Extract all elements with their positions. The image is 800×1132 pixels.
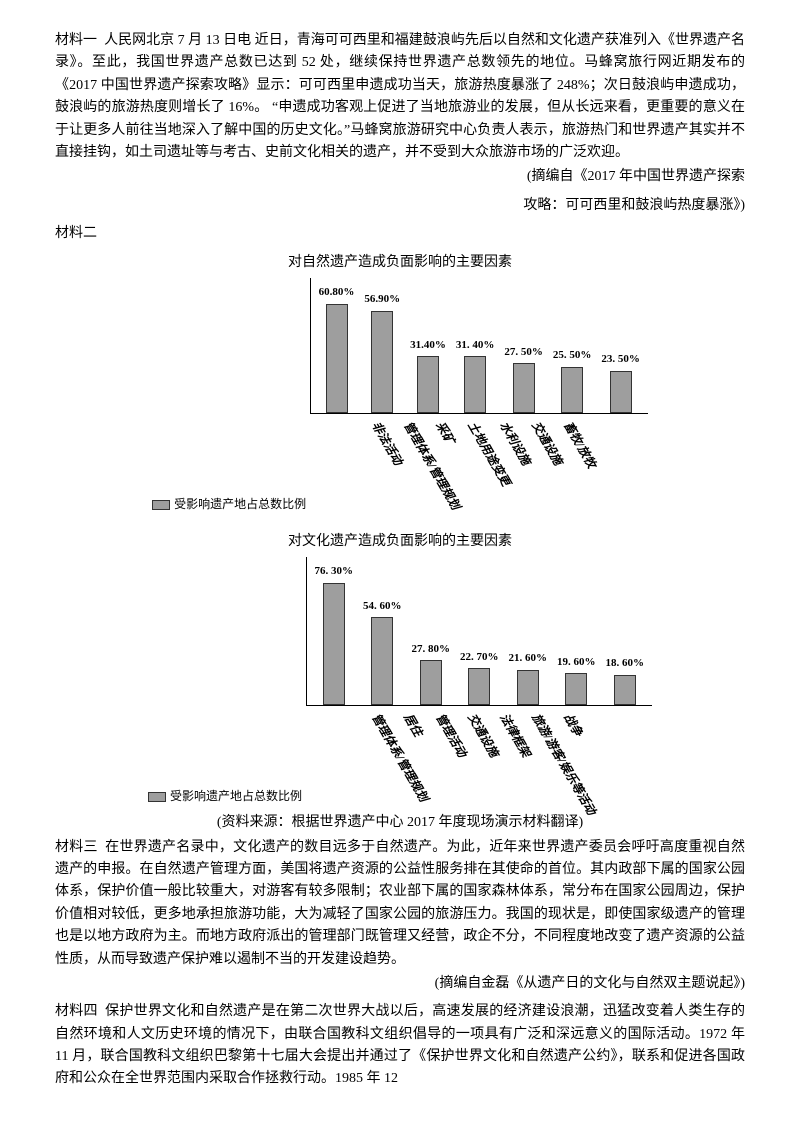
x-label: 管理体系/管理规划 [372,706,394,802]
material4-para: 材料四 保护世界文化和自然遗产是在第二次世界大战以后，高速发展的经济建设浪潮，迅… [55,1001,745,1091]
legend-box-icon [152,500,170,510]
x-label: 非法活动 [372,414,394,510]
bar-value-label: 60.80% [319,284,355,302]
bar [513,363,535,413]
x-label: 战争 [564,706,586,802]
chart1-title: 对自然遗产造成负面影响的主要因素 [55,252,745,274]
bar-col: 21. 60% [509,650,548,704]
chart1-block: 60.80% 56.90% 31.40% 31. 40% 27. 50% 25. 50% 2… [310,278,648,510]
chart2-legend-text: 受影响遗产地占总数比例 [170,787,302,806]
x-label: 采矿 [436,414,458,510]
chart2-xlabels: 管理体系/管理规划居住管理活动交通设施法律框架旅游/游客/娱乐等活动战争 [306,706,653,802]
material1-source2: 攻略：可可西里和鼓浪屿热度暴涨》) [55,195,745,217]
chart1-bars: 60.80% 56.90% 31.40% 31. 40% 27. 50% 25. 50% 2… [310,278,648,414]
material4-body: 保护世界文化和自然遗产是在第二次世界大战以后，高速发展的经济建设浪潮，迅猛改变着… [55,1004,745,1086]
x-label: 交通设施 [468,706,490,802]
material2-label: 材料二 [55,223,745,245]
material3-para: 材料三 在世界遗产名录中，文化遗产的数目远多于自然遗产。为此，近年来世界遗产委员… [55,837,745,971]
bar [565,673,587,704]
bar [326,304,348,413]
bar-col: 31. 40% [456,337,495,413]
bar-col: 19. 60% [557,654,596,705]
chart2-bars: 76. 30% 54. 60% 27. 80% 22. 70% 21. 60% 19. 6… [306,557,653,706]
bar [614,675,636,705]
bar-value-label: 21. 60% [509,650,548,668]
bar-value-label: 18. 60% [606,655,645,673]
x-label: 居住 [404,706,426,802]
bar-value-label: 25. 50% [553,347,592,365]
x-label: 土地用途变更 [468,414,490,510]
chart-source: (资料来源：根据世界遗产中心 2017 年度现场演示材料翻译) [55,812,745,834]
bar-col: 23. 50% [601,351,640,413]
bar-col: 56.90% [364,291,400,413]
x-label: 交通设施 [532,414,554,510]
chart2-title: 对文化遗产造成负面影响的主要因素 [55,531,745,553]
bar-value-label: 22. 70% [460,649,499,667]
bar-value-label: 27. 80% [412,641,451,659]
bar-value-label: 27. 50% [504,344,543,362]
bar [468,668,490,704]
material1-source1: (摘编自《2017 年中国世界遗产探索 [55,166,745,188]
chart1-xlabels: 非法活动管理体系/管理规划采矿土地用途变更水利设施交通设施畜牧/放牧 [310,414,648,510]
x-label: 管理体系/管理规划 [404,414,426,510]
bar [517,670,539,705]
bar-value-label: 54. 60% [363,598,402,616]
bar [323,583,345,705]
x-label: 管理活动 [436,706,458,802]
chart2-legend: 受影响遗产地占总数比例 [148,787,302,806]
bar-col: 54. 60% [363,598,402,705]
material3-body: 在世界遗产名录中，文化遗产的数目远多于自然遗产。为此，近年来世界遗产委员会呼吁高… [55,840,745,967]
material4-label: 材料四 [55,1004,98,1019]
material1-label: 材料一 [55,33,97,48]
bar [420,660,442,704]
bar-col: 27. 50% [504,344,543,413]
x-label: 畜牧/放牧 [564,414,586,510]
chart1-legend-text: 受影响遗产地占总数比例 [174,495,306,514]
bar-value-label: 56.90% [364,291,400,309]
material1-body: 人民网北京 7 月 13 日电 近日，青海可可西里和福建鼓浪屿先后以自然和文化遗… [55,33,745,160]
bar [371,311,393,413]
bar-value-label: 19. 60% [557,654,596,672]
bar-value-label: 76. 30% [315,563,354,581]
chart1: 对自然遗产造成负面影响的主要因素 受影响遗产地占总数比例 60.80% 56.90… [55,252,745,521]
bar-col: 22. 70% [460,649,499,705]
bar-col: 76. 30% [315,563,354,705]
x-label: 水利设施 [500,414,522,510]
bar [561,367,583,413]
bar-value-label: 23. 50% [601,351,640,369]
bar [610,371,632,413]
bar [371,617,393,704]
legend-box-icon [148,792,166,802]
chart2-block: 76. 30% 54. 60% 27. 80% 22. 70% 21. 60% 19. 6… [306,557,653,802]
x-label: 旅游/游客/娱乐等活动 [532,706,554,802]
bar-col: 25. 50% [553,347,592,412]
chart1-legend: 受影响遗产地占总数比例 [152,495,306,514]
bar [417,356,439,413]
bar-col: 18. 60% [606,655,645,704]
material3-label: 材料三 [55,840,98,855]
material1-para: 材料一 人民网北京 7 月 13 日电 近日，青海可可西里和福建鼓浪屿先后以自然… [55,30,745,164]
material3-source: (摘编自金磊《从遗产日的文化与自然双主题说起》) [55,973,745,995]
chart2: 对文化遗产造成负面影响的主要因素 受影响遗产地占总数比例 76. 30% 54. … [55,531,745,813]
bar-col: 60.80% [319,284,355,413]
bar-col: 27. 80% [412,641,451,705]
bar [464,356,486,413]
bar-value-label: 31. 40% [456,337,495,355]
bar-value-label: 31.40% [410,337,446,355]
bar-col: 31.40% [410,337,446,413]
x-label: 法律框架 [500,706,522,802]
